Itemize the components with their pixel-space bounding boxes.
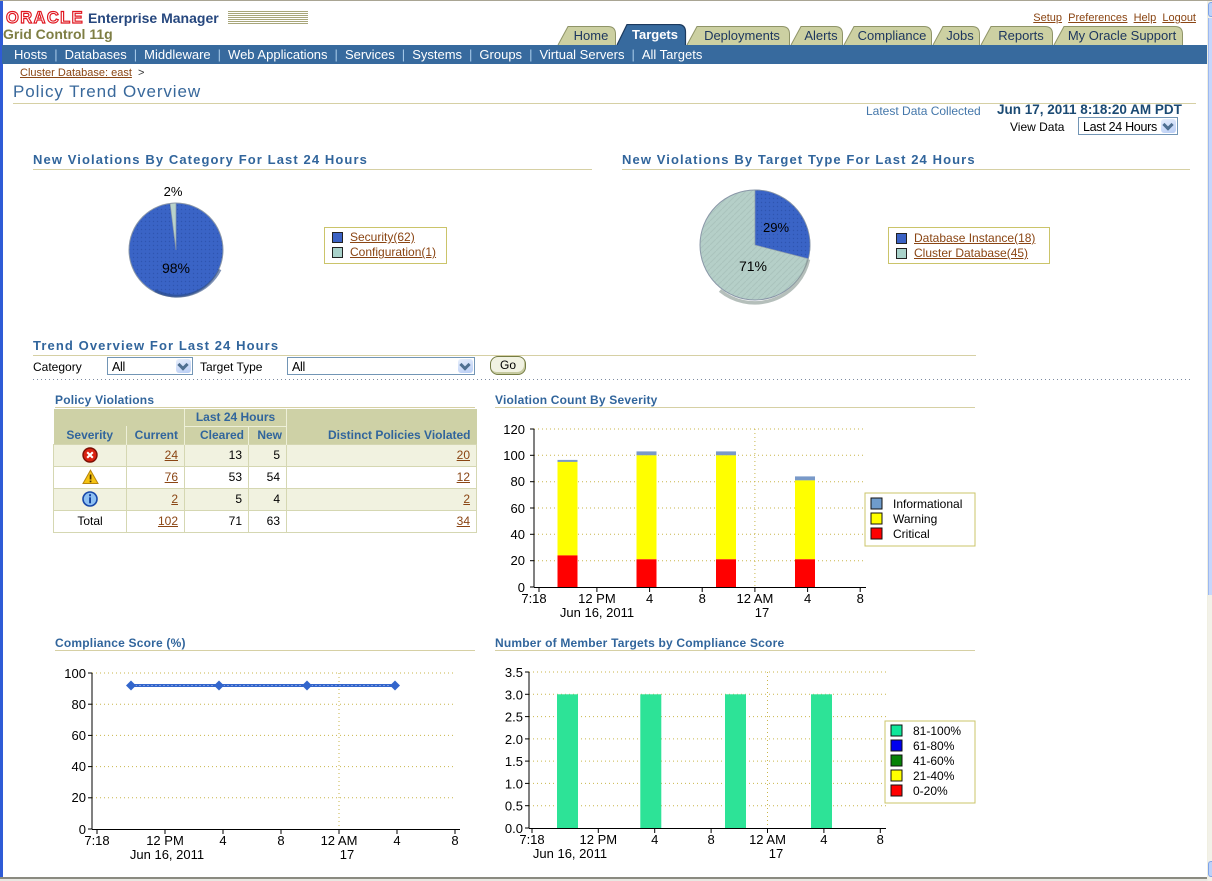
svg-text:Deployments: Deployments [704,28,780,43]
svg-text:20: 20 [511,553,525,568]
svg-text:4: 4 [651,832,658,847]
svg-text:120: 120 [503,422,525,437]
svg-text:0-20%: 0-20% [913,784,948,798]
svg-text:8: 8 [707,832,714,847]
svg-text:12 PM: 12 PM [580,832,618,847]
svg-text:2.5: 2.5 [505,710,523,725]
svg-text:Informational: Informational [893,497,962,511]
svg-text:4: 4 [804,591,811,606]
svg-text:61-80%: 61-80% [913,739,955,753]
svg-text:4: 4 [820,832,827,847]
svg-text:17: 17 [755,605,769,620]
svg-text:0: 0 [79,822,86,837]
svg-text:2.0: 2.0 [505,732,523,747]
svg-text:Warning: Warning [893,512,937,526]
svg-text:12 AM: 12 AM [736,591,773,606]
svg-text:Jun 16, 2011: Jun 16, 2011 [130,847,204,862]
svg-text:Jun 16, 2011: Jun 16, 2011 [533,846,607,861]
svg-text:Critical: Critical [893,527,930,541]
svg-text:4: 4 [393,833,400,848]
svg-text:0.5: 0.5 [505,799,523,814]
svg-text:12 AM: 12 AM [749,832,786,847]
svg-text:8: 8 [277,833,284,848]
svg-text:8: 8 [699,591,706,606]
svg-text:12 AM: 12 AM [321,833,358,848]
svg-text:Alerts: Alerts [804,28,838,43]
svg-text:0: 0 [518,580,525,595]
svg-text:Targets: Targets [632,27,678,42]
svg-text:0.0: 0.0 [505,821,523,836]
svg-text:3.0: 3.0 [505,687,523,702]
svg-text:Jobs: Jobs [946,28,974,43]
svg-text:8: 8 [451,833,458,848]
svg-text:My Oracle Support: My Oracle Support [1068,28,1177,43]
svg-text:17: 17 [769,846,783,861]
svg-text:100: 100 [503,448,525,463]
svg-text:4: 4 [646,591,653,606]
svg-text:17: 17 [340,847,354,862]
svg-text:3.5: 3.5 [505,665,523,680]
svg-text:40: 40 [72,759,86,774]
svg-text:21-40%: 21-40% [913,769,955,783]
svg-text:7:18: 7:18 [519,832,544,847]
svg-text:1.5: 1.5 [505,754,523,769]
svg-text:2%: 2% [164,184,183,199]
svg-text:98%: 98% [162,260,190,276]
svg-text:20: 20 [72,790,86,805]
svg-text:40: 40 [511,527,525,542]
svg-text:71%: 71% [739,258,767,274]
svg-text:12 PM: 12 PM [146,833,184,848]
svg-text:4: 4 [219,833,226,848]
svg-text:Reports: Reports [998,28,1044,43]
svg-text:Home: Home [574,28,609,43]
svg-text:60: 60 [72,728,86,743]
svg-text:8: 8 [857,591,864,606]
svg-text:100: 100 [64,666,86,681]
svg-text:7:18: 7:18 [84,833,109,848]
svg-text:81-100%: 81-100% [913,724,961,738]
svg-text:29%: 29% [763,220,789,235]
svg-text:80: 80 [511,474,525,489]
svg-text:80: 80 [72,697,86,712]
svg-text:60: 60 [511,501,525,516]
svg-text:41-60%: 41-60% [913,754,955,768]
svg-text:Compliance: Compliance [858,28,927,43]
svg-text:12 PM: 12 PM [578,591,616,606]
svg-text:1.0: 1.0 [505,776,523,791]
svg-text:7:18: 7:18 [521,591,546,606]
svg-text:8: 8 [877,832,884,847]
svg-text:Jun 16, 2011: Jun 16, 2011 [560,605,634,620]
